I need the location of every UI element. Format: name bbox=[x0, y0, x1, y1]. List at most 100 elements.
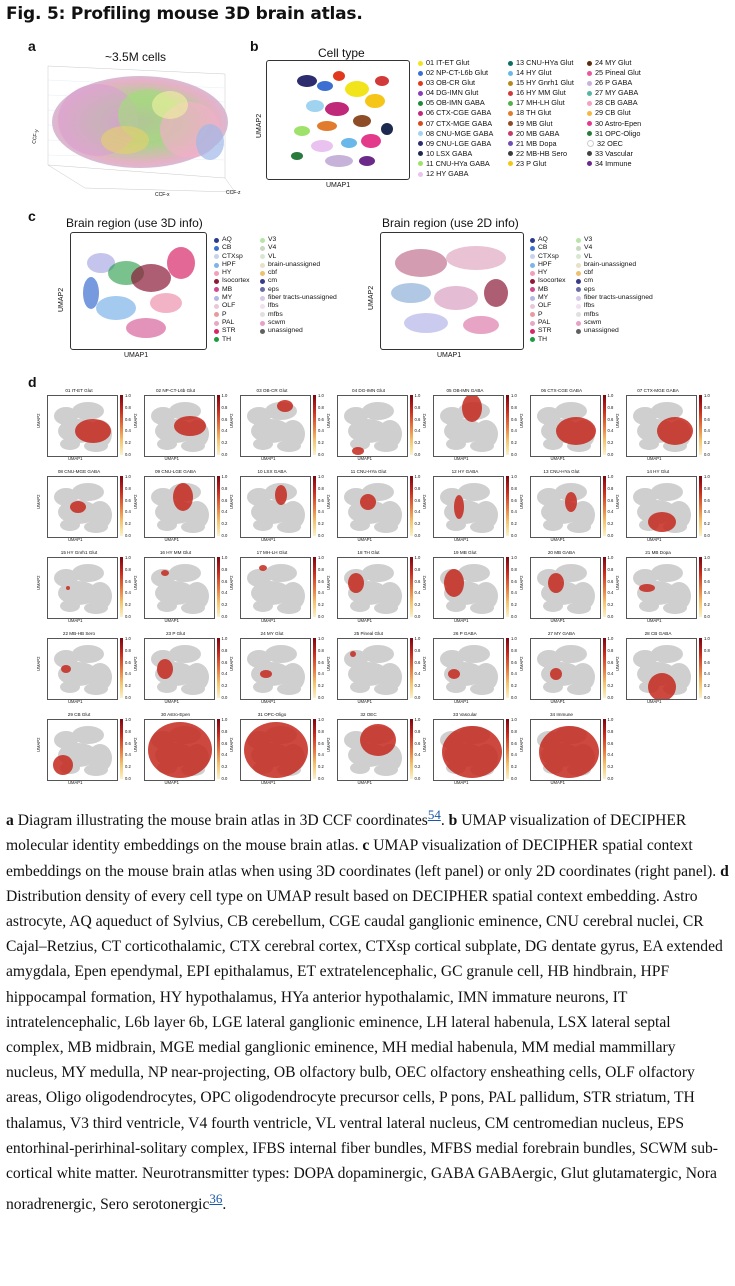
density-panel-title: 20 MB GABA bbox=[547, 550, 576, 555]
colorbar-tick: 1.0 bbox=[125, 717, 131, 722]
density-umap-plot bbox=[336, 395, 408, 457]
legend-entry: 26 P GABA bbox=[587, 78, 641, 88]
legend-label: lfbs bbox=[584, 302, 595, 310]
density-panel: 34 Immune 1.0 0.8 0.6 0.4 0.2 0.0 UMAP1 UMAP2 bbox=[519, 712, 619, 791]
legend-entry: MB bbox=[530, 286, 566, 294]
reference-link-36[interactable]: 36 bbox=[209, 1191, 223, 1207]
legend-swatch bbox=[576, 312, 581, 318]
brain-3d-atlas: CCF-y CCF-x CCF-z bbox=[31, 65, 241, 198]
density-panel: 17 MH-LH Glut 1.0 0.8 0.6 0.4 0.2 0.0 UMAP1 UMAP… bbox=[229, 550, 329, 629]
background-cells bbox=[349, 519, 370, 531]
legend-entry: cm bbox=[576, 277, 653, 285]
legend-label: 25 Pineal Glut bbox=[595, 68, 641, 78]
legend-label: 07 CTX-MGE GABA bbox=[426, 118, 493, 128]
legend-swatch bbox=[530, 254, 535, 260]
density-hotspot bbox=[549, 668, 562, 680]
background-cells bbox=[639, 600, 659, 612]
colorbar bbox=[409, 476, 413, 536]
density-hotspot bbox=[259, 565, 267, 571]
legend-swatch bbox=[508, 151, 513, 157]
legend-swatch bbox=[587, 111, 592, 117]
colorbar-tick: 0.2 bbox=[318, 602, 324, 608]
colorbar-tick: 1.0 bbox=[125, 636, 131, 641]
legend-swatch bbox=[214, 337, 219, 343]
colorbar-ticks: 1.0 0.8 0.6 0.4 0.2 0.0 bbox=[222, 393, 228, 457]
reference-link-54[interactable]: 54 bbox=[427, 807, 441, 822]
density-umap-plot bbox=[240, 719, 311, 781]
legend-label: unassigned bbox=[268, 327, 303, 335]
legend-entry: CB bbox=[214, 244, 250, 252]
density-umap-plot bbox=[433, 476, 504, 538]
colorbar-tick: 0.2 bbox=[511, 440, 517, 446]
legend-swatch bbox=[530, 270, 535, 276]
density-xlabel: UMAP1 bbox=[647, 456, 662, 461]
legend-label: 17 MH-LH Glut bbox=[516, 98, 565, 108]
density-umap-plot bbox=[529, 557, 601, 619]
legend-swatch bbox=[260, 295, 265, 301]
legend-label: V4 bbox=[584, 244, 593, 252]
legend-swatch bbox=[418, 131, 423, 137]
density-ylabel: UMAP2 bbox=[229, 494, 234, 509]
caption-end: . bbox=[222, 1196, 227, 1214]
colorbar-tick: 0.8 bbox=[414, 566, 421, 572]
colorbar-tick: 0.0 bbox=[221, 613, 228, 619]
legend-entry: V3 bbox=[576, 236, 653, 244]
colorbar-tick: 0.4 bbox=[125, 671, 131, 677]
figure-caption: a Diagram illustrating the mouse brain a… bbox=[6, 807, 729, 1214]
colorbar-tick: 0.6 bbox=[704, 497, 710, 503]
legend-swatch bbox=[214, 312, 219, 318]
legend-entry: MB bbox=[214, 286, 250, 294]
density-hotspot bbox=[444, 569, 464, 597]
density-xlabel: UMAP1 bbox=[164, 699, 179, 704]
colorbar-tick: 0.8 bbox=[511, 566, 517, 572]
colorbar-tick: 0.0 bbox=[607, 775, 614, 781]
colorbar-tick: 0.0 bbox=[318, 613, 324, 619]
density-xlabel: UMAP1 bbox=[357, 537, 372, 542]
colorbar-tick: 0.4 bbox=[511, 428, 517, 434]
legend-label: MB bbox=[222, 285, 233, 293]
density-panel: 01 IT-ET Glut 1.0 0.8 0.6 0.4 0.2 0.0 UMAP1 UMAP… bbox=[36, 388, 136, 467]
legend-swatch bbox=[260, 262, 265, 268]
legend-label: mfbs bbox=[584, 310, 599, 318]
legend-entry: mfbs bbox=[260, 311, 337, 319]
density-panel: 32 OEC 1.0 0.8 0.6 0.4 0.2 0.0 UMAP1 UMAP2 bbox=[326, 712, 426, 791]
legend-label: 22 MB-HB Sero bbox=[516, 148, 568, 158]
colorbar-ticks: 1.0 0.8 0.6 0.4 0.2 0.0 bbox=[125, 474, 131, 538]
colorbar-tick: 1.0 bbox=[318, 555, 324, 560]
density-panel: 29 CB Glut 1.0 0.8 0.6 0.4 0.2 0.0 UMAP1 UMAP2 bbox=[36, 712, 136, 791]
colorbar bbox=[120, 638, 123, 698]
density-hotspot bbox=[275, 485, 287, 505]
legend-swatch bbox=[576, 237, 581, 243]
colorbar-tick: 0.0 bbox=[607, 532, 614, 538]
colorbar-tick: 1.0 bbox=[511, 717, 517, 722]
legend-entry: 06 CTX-CGE GABA bbox=[418, 108, 493, 118]
cluster-blob bbox=[365, 94, 385, 108]
density-umap-plot bbox=[626, 395, 697, 457]
colorbar-tick: 0.4 bbox=[221, 509, 228, 515]
density-hotspot bbox=[173, 416, 206, 436]
colorbar-tick: 0.8 bbox=[221, 728, 228, 734]
panel-b-title: Cell type bbox=[318, 46, 365, 60]
legend-entry: AQ bbox=[214, 236, 250, 244]
colorbar-tick: 0.8 bbox=[125, 485, 131, 491]
colorbar bbox=[313, 638, 316, 698]
legend-entry: V3 bbox=[260, 236, 337, 244]
density-umap-plot bbox=[433, 394, 504, 457]
legend-label: brain-unassigned bbox=[268, 260, 321, 268]
colorbar-tick: 0.4 bbox=[511, 752, 517, 758]
density-ylabel: UMAP2 bbox=[518, 494, 524, 509]
density-xlabel: UMAP1 bbox=[454, 537, 469, 542]
colorbar-tick: 0.6 bbox=[414, 497, 421, 503]
legend-entry: mfbs bbox=[576, 311, 653, 319]
density-hotspot bbox=[359, 494, 376, 510]
density-umap-plot bbox=[240, 395, 311, 457]
cluster-blob bbox=[291, 152, 303, 160]
density-umap-plot bbox=[143, 719, 215, 781]
density-hotspot bbox=[66, 586, 70, 590]
density-panel-title: 18 TH Glut bbox=[357, 550, 380, 555]
density-xlabel: UMAP1 bbox=[261, 456, 276, 461]
colorbar bbox=[602, 719, 606, 779]
colorbar bbox=[699, 557, 702, 617]
colorbar-tick: 1.0 bbox=[414, 393, 421, 398]
colorbar bbox=[120, 476, 123, 536]
